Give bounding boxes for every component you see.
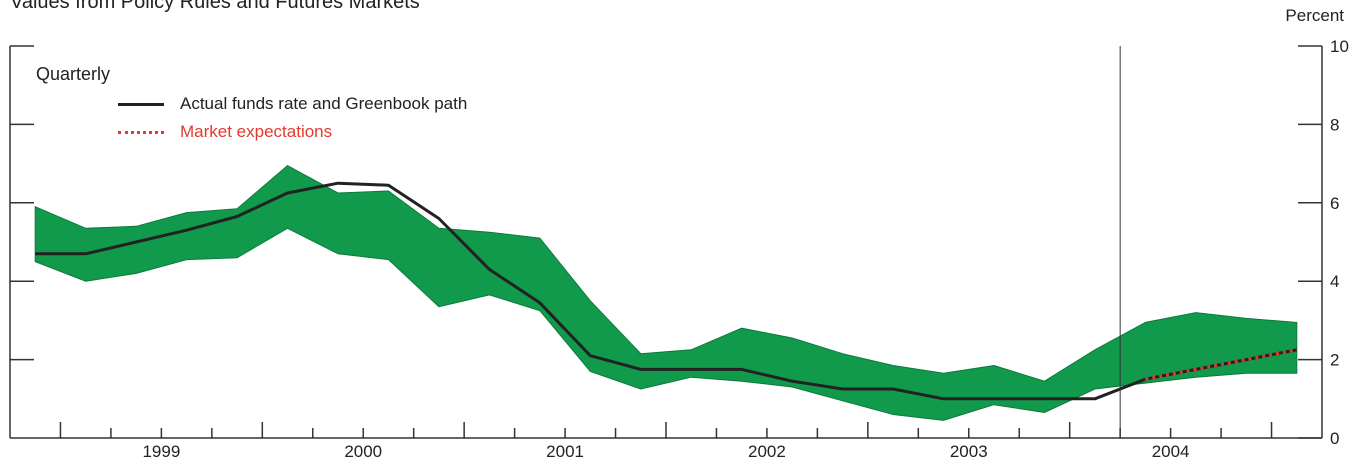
series-market-expectations bbox=[1145, 348, 1298, 381]
legend-swatch-actual bbox=[118, 102, 164, 106]
y-tick-label: 8 bbox=[1330, 115, 1339, 134]
legend-item-market: Market expectations bbox=[118, 122, 332, 142]
x-tick-label: 2004 bbox=[1152, 442, 1190, 461]
y-tick-label: 4 bbox=[1330, 272, 1339, 291]
x-tick-label: 2000 bbox=[344, 442, 382, 461]
legend-label-market: Market expectations bbox=[180, 122, 333, 141]
policy-rule-range-band bbox=[34, 164, 1298, 421]
y-axis-unit-label: Percent bbox=[1285, 6, 1344, 25]
legend-item-actual: Actual funds rate and Greenbook path bbox=[118, 94, 467, 114]
y-tick-label: 0 bbox=[1330, 429, 1339, 448]
x-tick-label: 2001 bbox=[546, 442, 584, 461]
legend-label-actual: Actual funds rate and Greenbook path bbox=[180, 94, 468, 113]
x-tick-label: 2002 bbox=[748, 442, 786, 461]
y-tick-label: 2 bbox=[1330, 351, 1339, 370]
x-tick-label: 2003 bbox=[950, 442, 988, 461]
x-tick-label: 1999 bbox=[142, 442, 180, 461]
frequency-label: Quarterly bbox=[36, 64, 111, 84]
legend-swatch-market bbox=[118, 130, 164, 134]
y-tick-label: 10 bbox=[1330, 37, 1349, 56]
chart-title: Values from Policy Rules and Futures Mar… bbox=[10, 0, 420, 13]
series-actual-funds-rate bbox=[35, 181, 1298, 401]
y-tick-label: 6 bbox=[1330, 194, 1339, 213]
